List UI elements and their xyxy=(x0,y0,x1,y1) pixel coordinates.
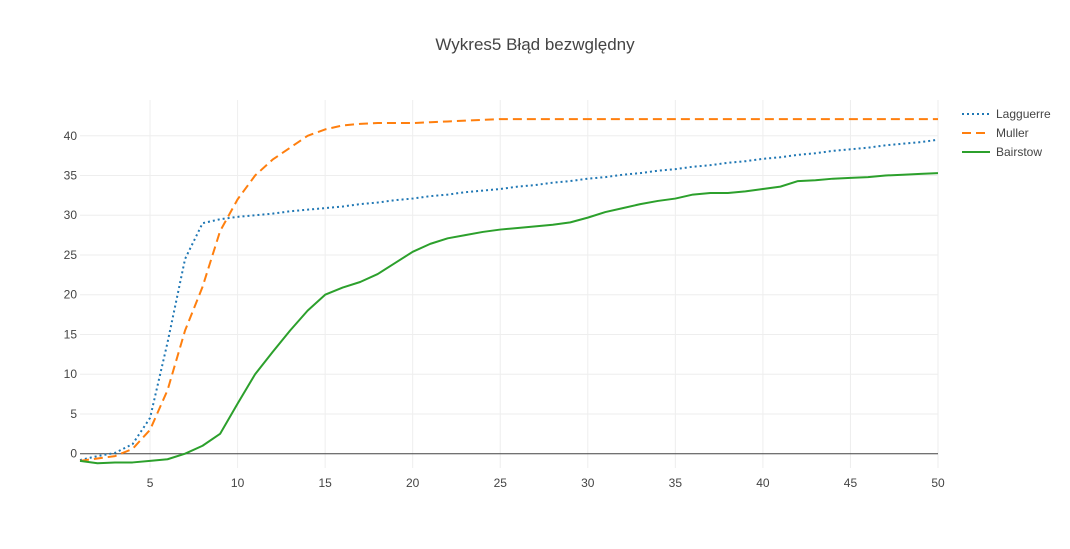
x-tick-label: 50 xyxy=(931,476,945,490)
x-tick-label: 10 xyxy=(231,476,245,490)
y-tick-label: 35 xyxy=(64,169,78,183)
x-tick-label: 25 xyxy=(494,476,508,490)
plot-background xyxy=(80,100,938,468)
x-tick-label: 40 xyxy=(756,476,770,490)
legend: Lagguerre Muller Bairstow xyxy=(962,107,1051,159)
grid xyxy=(80,100,939,468)
chart-title: Wykres5 Błąd bezwględny xyxy=(435,35,635,54)
x-tick-label: 5 xyxy=(147,476,154,490)
x-tick-label: 30 xyxy=(581,476,595,490)
y-tick-label: 5 xyxy=(70,407,77,421)
series-group xyxy=(79,118,939,465)
series-line-lagguerre xyxy=(79,138,939,462)
y-tick-label: 30 xyxy=(64,208,78,222)
x-tick-label: 35 xyxy=(669,476,683,490)
x-axis-ticks: 5 10 15 20 25 30 35 40 45 50 xyxy=(147,476,945,490)
series-line-bairstow xyxy=(79,172,939,465)
y-tick-label: 25 xyxy=(64,248,78,262)
x-tick-label: 20 xyxy=(406,476,420,490)
x-tick-label: 15 xyxy=(318,476,332,490)
legend-label-bairstow: Bairstow xyxy=(996,145,1042,159)
y-tick-label: 10 xyxy=(64,367,78,381)
y-tick-label: 20 xyxy=(64,288,78,302)
y-tick-label: 15 xyxy=(64,327,78,341)
x-tick-label: 45 xyxy=(844,476,858,490)
y-tick-label: 0 xyxy=(70,447,77,461)
y-axis-ticks: 0 5 10 15 20 25 30 35 40 xyxy=(64,129,78,461)
y-tick-label: 40 xyxy=(64,129,78,143)
legend-label-lagguerre: Lagguerre xyxy=(996,107,1051,121)
series-line-muller xyxy=(79,118,938,462)
legend-label-muller: Muller xyxy=(996,126,1029,140)
